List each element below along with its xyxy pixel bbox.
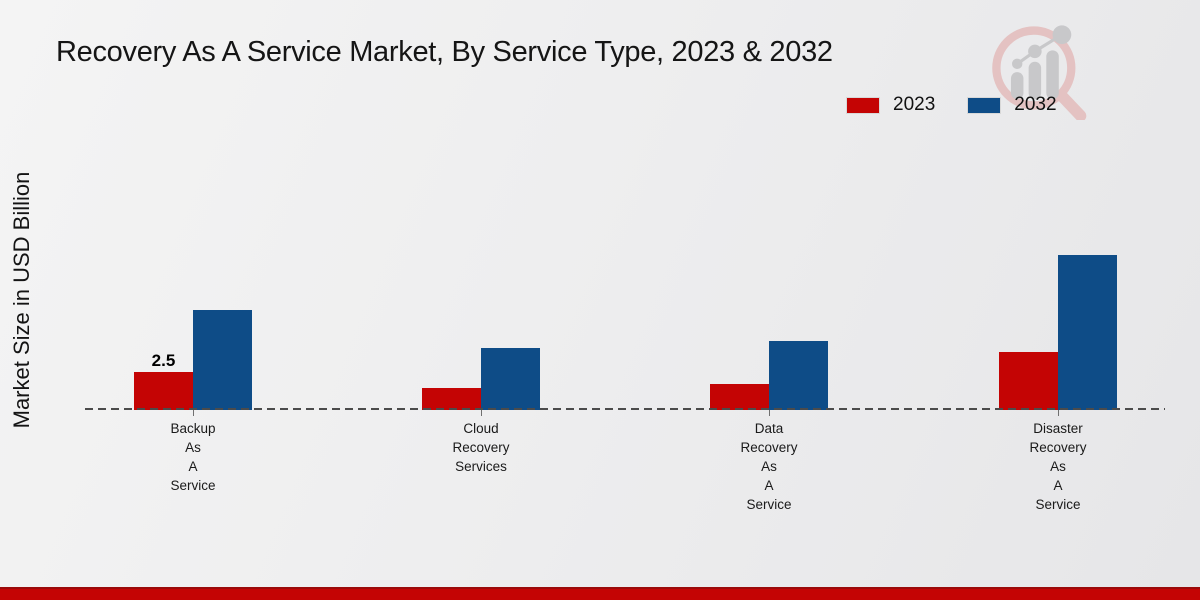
x-axis-baseline xyxy=(85,408,1165,410)
legend-label-2023: 2023 xyxy=(893,94,936,115)
bar-2032-4 xyxy=(1058,255,1117,410)
y-axis-label: Market Size in USD Billion xyxy=(9,171,34,429)
axis-tick xyxy=(193,410,194,416)
legend-item-2023: 2023 xyxy=(846,94,935,116)
chart-title: Recovery As A Service Market, By Service… xyxy=(56,36,833,68)
bar-2023-2 xyxy=(422,388,481,410)
bar-2032-2 xyxy=(481,348,540,410)
legend-label-2032: 2032 xyxy=(1014,94,1057,115)
legend-item-2032: 2032 xyxy=(967,94,1057,116)
axis-tick xyxy=(769,410,770,416)
bar-2032-1 xyxy=(193,310,252,410)
bar-2023-4 xyxy=(999,352,1058,410)
axis-tick xyxy=(481,410,482,416)
category-label: Cloud Recovery Services xyxy=(452,421,510,474)
axis-tick xyxy=(1058,410,1059,416)
legend-swatch-2032 xyxy=(967,96,1002,114)
category-label: Backup As A Service xyxy=(170,421,216,493)
legend: 2023 2032 xyxy=(846,94,1057,116)
magnifier-chart-logo xyxy=(992,25,1087,120)
bar-value-label: 2.5 xyxy=(151,351,176,370)
bar-2032-3 xyxy=(769,341,828,410)
category-label: Data Recovery As A Service xyxy=(740,421,798,512)
legend-swatch-2023 xyxy=(846,96,880,114)
bar-2023-3 xyxy=(710,384,769,410)
footer-red-band xyxy=(0,587,1200,600)
bar-2023-1 xyxy=(134,372,193,410)
category-label: Disaster Recovery As A Service xyxy=(1029,421,1087,512)
